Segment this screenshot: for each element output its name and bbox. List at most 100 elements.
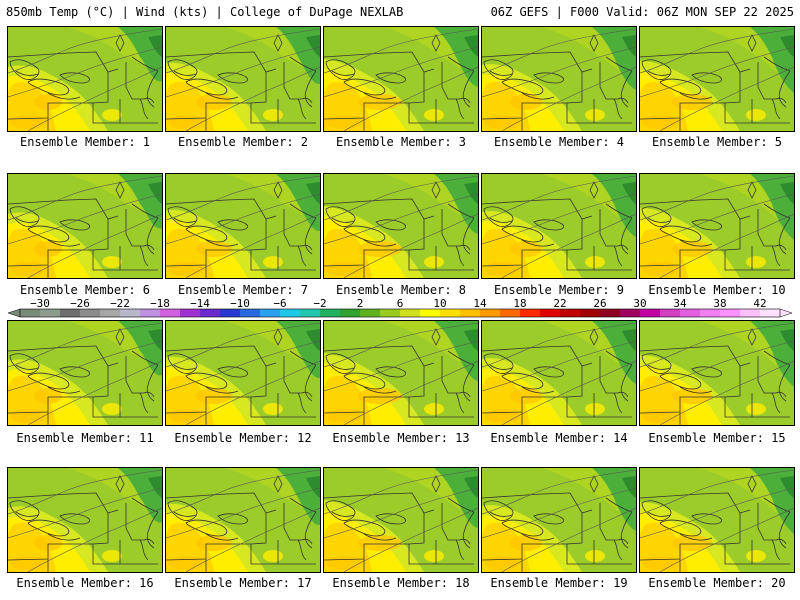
colorbar-swatch — [740, 309, 761, 317]
colorbar-swatch — [520, 309, 541, 317]
colorbar-tick-label: 38 — [713, 297, 726, 310]
colorbar-graphic: −30 −26 −22 −18 −14 −10 −6 −2 2 6 10 14 18 22 26 30 34 38… — [8, 297, 792, 318]
ensemble-member-label: Ensemble Member: 7 — [177, 283, 309, 297]
colorbar-tick-label: 6 — [397, 297, 404, 310]
colorbar-tick-label: −14 — [190, 297, 210, 310]
ensemble-member-map — [7, 26, 163, 132]
colorbar-tick-label: −30 — [30, 297, 50, 310]
colorbar-swatch — [680, 309, 701, 317]
colorbar-swatch — [80, 309, 101, 317]
ensemble-member-map — [481, 320, 637, 426]
colorbar-tick-label: 30 — [633, 297, 646, 310]
ensemble-member-map — [639, 467, 795, 573]
ensemble-member-label: Ensemble Member: 9 — [493, 283, 625, 297]
ensemble-member-label: Ensemble Member: 14 — [490, 431, 628, 445]
ensemble-member-label: Ensemble Member: 1 — [19, 135, 151, 149]
colorbar-swatch — [460, 309, 481, 317]
colorbar-tick-label: 10 — [433, 297, 446, 310]
colorbar-swatch — [660, 309, 681, 317]
valid-time-label: 06Z GEFS | F000 Valid: 06Z MON SEP 22 20… — [490, 5, 794, 19]
colorbar-high-arrow — [779, 308, 792, 318]
ensemble-member-label: Ensemble Member: 18 — [332, 576, 470, 590]
ensemble-member-map — [481, 26, 637, 132]
ensemble-member-label: Ensemble Member: 20 — [648, 576, 786, 590]
colorbar-outline — [19, 308, 781, 318]
colorbar-swatch — [40, 309, 61, 317]
ensemble-member-label: Ensemble Member: 11 — [16, 431, 154, 445]
colorbar-swatch — [260, 309, 281, 317]
ensemble-member-map — [165, 467, 321, 573]
ensemble-member-map — [165, 26, 321, 132]
ensemble-member-map — [165, 173, 321, 279]
colorbar-swatch — [320, 309, 341, 317]
temperature-colorbar: −30 −26 −22 −18 −14 −10 −6 −2 2 6 10 14 18 22 26 30 34 38… — [8, 297, 792, 321]
colorbar-swatch — [760, 309, 781, 317]
colorbar-swatch — [160, 309, 181, 317]
ensemble-member-map — [323, 467, 479, 573]
colorbar-swatch — [620, 309, 641, 317]
ensemble-member-label: Ensemble Member: 16 — [16, 576, 154, 590]
colorbar-swatch — [100, 309, 121, 317]
colorbar-tick-label: 26 — [593, 297, 606, 310]
ensemble-member-label: Ensemble Member: 8 — [335, 283, 467, 297]
colorbar-swatch — [200, 309, 221, 317]
colorbar-swatch — [480, 309, 501, 317]
colorbar-swatch — [140, 309, 161, 317]
colorbar-swatch — [360, 309, 381, 317]
ensemble-member-label: Ensemble Member: 13 — [332, 431, 470, 445]
ensemble-member-label: Ensemble Member: 15 — [648, 431, 786, 445]
colorbar-swatch — [60, 309, 81, 317]
ensemble-member-map — [481, 173, 637, 279]
ensemble-member-map — [639, 320, 795, 426]
colorbar-swatch — [180, 309, 201, 317]
ensemble-member-label: Ensemble Member: 10 — [648, 283, 786, 297]
colorbar-tick-label: −10 — [230, 297, 250, 310]
colorbar-swatch — [380, 309, 401, 317]
colorbar-tick-label: −22 — [110, 297, 130, 310]
colorbar-swatch — [280, 309, 301, 317]
ensemble-member-label: Ensemble Member: 2 — [177, 135, 309, 149]
colorbar-swatch — [600, 309, 621, 317]
ensemble-member-map — [639, 173, 795, 279]
ensemble-member-map — [639, 26, 795, 132]
ensemble-member-label: Ensemble Member: 4 — [493, 135, 625, 149]
colorbar-tick-label: 34 — [673, 297, 687, 310]
colorbar-tick-label: −2 — [313, 297, 326, 310]
ensemble-member-label: Ensemble Member: 5 — [651, 135, 783, 149]
ensemble-member-map — [481, 467, 637, 573]
colorbar-tick-label: −18 — [150, 297, 170, 310]
colorbar-swatch — [560, 309, 581, 317]
colorbar-swatch — [400, 309, 421, 317]
colorbar-low-arrow — [8, 308, 21, 318]
colorbar-swatch — [120, 309, 141, 317]
ensemble-member-map — [7, 320, 163, 426]
colorbar-swatch — [340, 309, 361, 317]
colorbar-swatch — [220, 309, 241, 317]
ensemble-member-label: Ensemble Member: 6 — [19, 283, 151, 297]
colorbar-tick-label: 42 — [753, 297, 766, 310]
colorbar-swatch — [500, 309, 521, 317]
colorbar-swatch — [420, 309, 441, 317]
colorbar-swatch — [240, 309, 261, 317]
colorbar-swatch — [580, 309, 601, 317]
ensemble-member-map — [7, 467, 163, 573]
colorbar-swatch — [20, 309, 41, 317]
colorbar-swatch — [540, 309, 561, 317]
ensemble-member-map — [323, 26, 479, 132]
colorbar-swatch — [640, 309, 661, 317]
colorbar-tick-label: 18 — [513, 297, 526, 310]
colorbar-swatch — [720, 309, 741, 317]
colorbar-tick-label: −26 — [70, 297, 90, 310]
ensemble-member-map — [323, 320, 479, 426]
ensemble-member-label: Ensemble Member: 12 — [174, 431, 312, 445]
colorbar-tick-label: 14 — [473, 297, 487, 310]
colorbar-swatch — [300, 309, 321, 317]
colorbar-tick-label: 22 — [553, 297, 566, 310]
ensemble-member-map — [7, 173, 163, 279]
colorbar-swatch — [440, 309, 461, 317]
ensemble-member-label: Ensemble Member: 19 — [490, 576, 628, 590]
map-title: 850mb Temp (°C) | Wind (kts) | College o… — [6, 5, 404, 19]
colorbar-tick-label: −6 — [273, 297, 286, 310]
ensemble-member-map — [165, 320, 321, 426]
ensemble-member-label: Ensemble Member: 17 — [174, 576, 312, 590]
